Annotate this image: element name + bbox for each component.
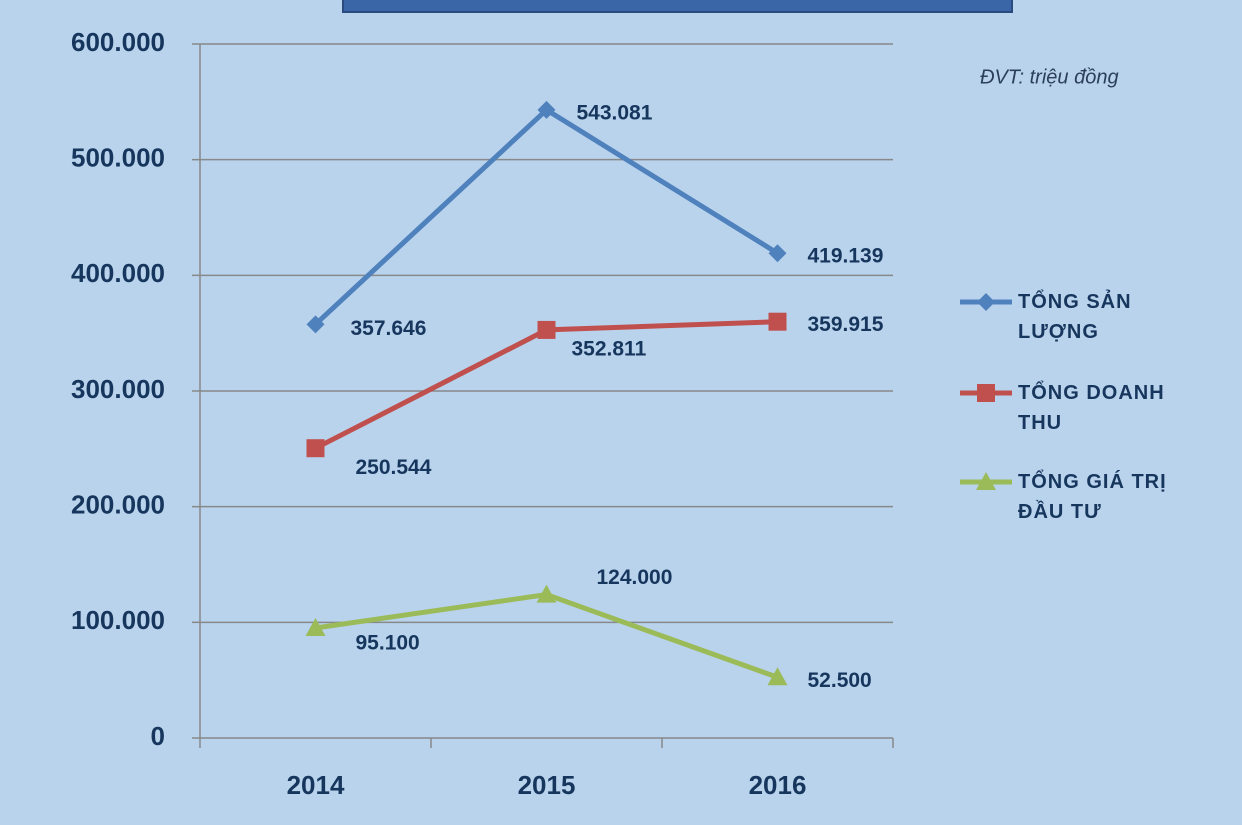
- legend-marker: [977, 384, 995, 402]
- x-tick-label: 2014: [287, 770, 345, 800]
- data-label: 352.811: [572, 337, 647, 360]
- data-point: [767, 667, 788, 686]
- series-line: [314, 319, 778, 451]
- y-tick-label: 200.000: [71, 490, 165, 520]
- data-label: 124.000: [597, 566, 673, 589]
- data-label: 543.081: [577, 101, 653, 124]
- data-label: 250.544: [356, 456, 432, 479]
- x-tick-label: 2015: [518, 770, 576, 800]
- data-label: 359.915: [808, 313, 884, 336]
- y-tick-label: 400.000: [71, 258, 165, 288]
- data-point: [305, 618, 326, 637]
- legend-label: TỔNG GIÁ TRỊ ĐẦU TƯ: [1018, 471, 1167, 523]
- series-line: [313, 106, 779, 327]
- data-label: 419.139: [808, 245, 884, 268]
- legend-marker: [976, 472, 996, 490]
- data-label: 52.500: [808, 669, 872, 692]
- y-tick-label: 500.000: [71, 143, 165, 173]
- y-tick-label: 0: [151, 721, 165, 751]
- data-point: [537, 100, 556, 119]
- data-point: [768, 244, 787, 263]
- y-tick-label: 600.000: [71, 27, 165, 57]
- data-point: [306, 315, 325, 334]
- data-label: 95.100: [356, 632, 420, 655]
- data-point: [537, 320, 556, 339]
- legend-label: TỔNG DOANH THU: [1018, 382, 1165, 434]
- y-tick-label: 100.000: [71, 605, 165, 635]
- header-bar: [342, 0, 1013, 13]
- data-point: [536, 584, 557, 603]
- data-point: [768, 312, 787, 331]
- data-label: 357.646: [351, 317, 427, 340]
- legend-marker: [977, 293, 995, 311]
- legend-label: TỔNG SẢN LƯỢNG: [1018, 291, 1132, 343]
- x-tick-label: 2016: [749, 770, 807, 800]
- unit-note: ĐVT: triệu đồng: [980, 66, 1119, 88]
- y-tick-label: 300.000: [71, 374, 165, 404]
- data-point: [306, 439, 325, 458]
